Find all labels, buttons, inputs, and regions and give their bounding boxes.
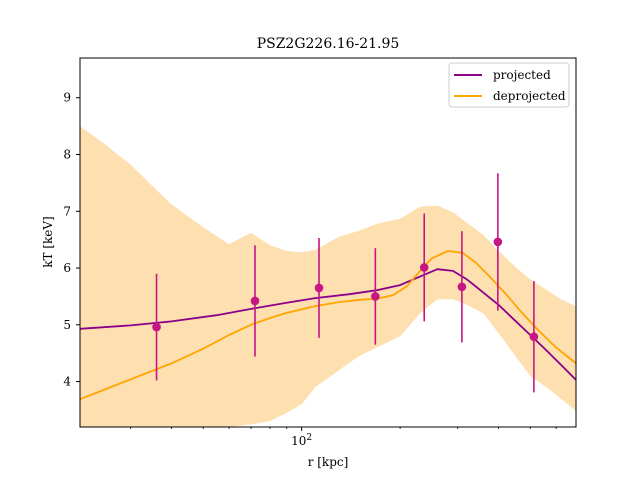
point-marker: [529, 332, 539, 342]
point-marker: [371, 292, 380, 301]
data-point: [371, 248, 380, 345]
legend: projected deprojected: [448, 62, 570, 108]
plot-area: [80, 126, 576, 427]
point-marker: [457, 282, 467, 292]
data-point: [152, 273, 161, 381]
y-tick-label: 8: [63, 148, 71, 162]
series-line-projected: [80, 268, 576, 381]
axes: 4 5 6 7 8 9 102: [63, 91, 557, 448]
y-tick-label: 7: [63, 204, 71, 218]
legend-label-projected: projected: [493, 68, 551, 82]
data-point: [457, 231, 467, 343]
data-point: [419, 213, 429, 322]
data-point: [529, 281, 539, 393]
y-tick-label: 6: [63, 261, 71, 275]
x-axis-title: r [kpc]: [308, 455, 349, 469]
point-marker: [419, 263, 429, 272]
legend-label-deprojected: deprojected: [493, 89, 566, 103]
series-line-deprojected: [80, 250, 576, 401]
x-tick-label: 102: [291, 433, 312, 448]
point-marker: [250, 296, 260, 306]
point-marker: [493, 237, 503, 247]
y-tick-label: 5: [63, 318, 71, 332]
point-marker: [152, 322, 161, 332]
point-marker: [314, 283, 324, 293]
data-point: [250, 245, 260, 357]
y-axis-title: kT [keV]: [41, 216, 55, 268]
y-tick-label: 9: [63, 91, 71, 105]
y-tick-label: 4: [63, 375, 71, 389]
data-point: [314, 237, 324, 338]
plot-frame: [79, 57, 577, 428]
uncertainty-band: [80, 126, 576, 427]
data-point: [493, 173, 503, 311]
chart-title: PSZ2G226.16-21.95: [257, 36, 400, 52]
